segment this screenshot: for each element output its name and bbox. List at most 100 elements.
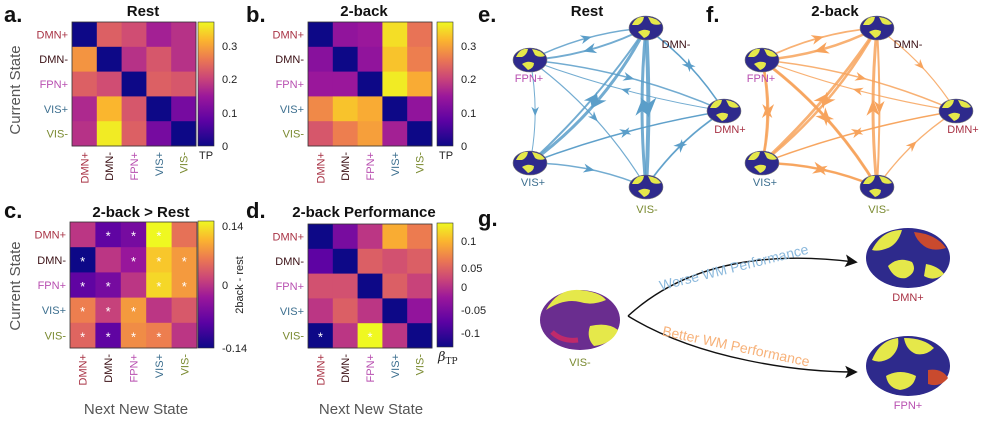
significance-star: * [156,279,161,294]
colorbar-a-tick: 0.1 [222,108,237,120]
heatmap-cell [332,121,358,147]
heatmap-cell [332,323,358,349]
network-node-label: DMN- [662,39,691,51]
transition-edge [529,27,647,61]
edge-arrowhead [854,71,867,81]
colorbar-d-tick: 0.1 [461,236,476,248]
heatmap-frame [307,21,433,147]
edge-arrowhead [531,106,539,117]
heatmap-cell [382,22,408,48]
significance-star: * [80,279,85,294]
heatmap-cell [146,322,172,349]
edge-arrowhead [587,111,598,122]
heatmap-cell [120,272,147,298]
col-tick-label: VIS+ [390,354,402,378]
heatmap-cell [357,273,383,299]
colorbar-a-tick: 0 [222,141,228,153]
heatmap-cell [382,96,408,122]
heatmap-cell [146,222,172,248]
edge-arrowhead [621,127,632,135]
colorbar-c-tick: 0.14 [222,221,243,233]
col-tick-label: DMN+ [315,354,327,385]
heatmap-cell [120,222,147,248]
heatmap-cell [357,71,383,97]
heatmap-cell [96,121,122,147]
colorbar-c-label: 2back - rest [234,256,246,313]
heatmap-cell [407,224,433,250]
row-tick-label: DMN+ [273,29,304,41]
heatmap-cell [357,96,383,122]
col-tick-label: VIS- [179,152,191,174]
colorbar-b: 0.3 0.2 0.1 0 TP [436,21,476,162]
edge-arrowhead [821,112,835,127]
significance-star: * [131,229,136,244]
heatmap-cell [382,224,408,250]
row-tick-label: DMN- [39,54,68,66]
row-tick-label: VIS+ [44,104,68,116]
brain-node [859,15,895,41]
transition-edge [645,110,725,188]
network-node-label: VIS- [636,204,658,216]
heatmap-cell [121,22,147,48]
col-tick-label: VIS- [179,354,191,376]
heatmap-cell [120,297,147,324]
panel-a-letter: a. [4,2,22,27]
heatmap-cell [382,248,408,274]
row-tick-label: VIS- [47,129,69,141]
y-axis-title-bottom: Current State [7,241,24,330]
network-node-label: VIS- [868,204,890,216]
heatmap-cell [171,222,198,248]
heatmap-cell [332,273,358,299]
heatmap-cell [357,46,383,72]
significance-star: * [80,329,85,344]
network-node-label: VIS+ [521,177,545,189]
heatmap-cell [308,96,334,122]
col-tick-label: DMN+ [79,152,91,183]
brain-fpn-plus [866,336,950,396]
heatmap-cell [332,46,358,72]
col-tick-label: FPN+ [129,152,141,180]
heatmap-cell [357,298,383,324]
brain-node [628,15,664,41]
network-2back: DMN- FPN+ DMN+ VIS+ VIS- [744,15,979,216]
colorbar-d: 0.1 0.05 0 -0.05 -0.1 βTP [436,222,486,367]
heatmap-cell [146,96,172,122]
heatmap-cell [308,273,334,299]
heatmap-cell [146,272,172,298]
heatmap-cell [407,298,433,324]
heatmap-cell [121,121,147,147]
transition-edge [529,59,725,112]
edge-arrowhead [813,42,830,54]
heatmap-cell [96,46,122,72]
heatmap-cell [171,96,197,122]
significance-star: * [182,279,187,294]
heatmap-cell [70,297,96,324]
panel-a-title: Rest [127,3,160,20]
heatmap-cell [407,273,433,299]
col-tick-label: FPN+ [365,152,377,180]
edge-arrowhead [813,92,829,110]
heatmap-frame [69,221,198,349]
heatmap-cell [382,46,408,72]
heatmap-cell [332,248,358,274]
heatmap-cell [96,22,122,48]
panel-b-title: 2-back [340,3,388,20]
heatmap-cell [121,46,147,72]
heatmap-cell [120,247,147,273]
row-tick-label: VIS- [283,129,305,141]
heatmap-cell [70,247,96,273]
heatmap-cell [332,22,358,48]
col-tick-label: DMN+ [315,152,327,183]
heatmap-cell [382,71,408,97]
panel-f-letter: f. [706,2,719,27]
row-tick-label: VIS+ [280,104,304,116]
edge-arrowhead [583,43,598,54]
significance-star: * [80,304,85,319]
panel-e-letter: e. [478,2,496,27]
heatmap-2back-performance: * * DMN+ DMN- FPN+ VIS+ VIS- DMN+ DMN- FPN+ VIS+ VI… [273,223,433,385]
colorbar-b-tick: 0.1 [461,108,476,120]
transition-edge [529,27,647,61]
heatmap-cell [171,297,198,324]
panel-g-diagram: VIS- Worse WM Performance Better WM Perf… [540,228,950,412]
arrow-to-dmn-plus [627,254,858,317]
